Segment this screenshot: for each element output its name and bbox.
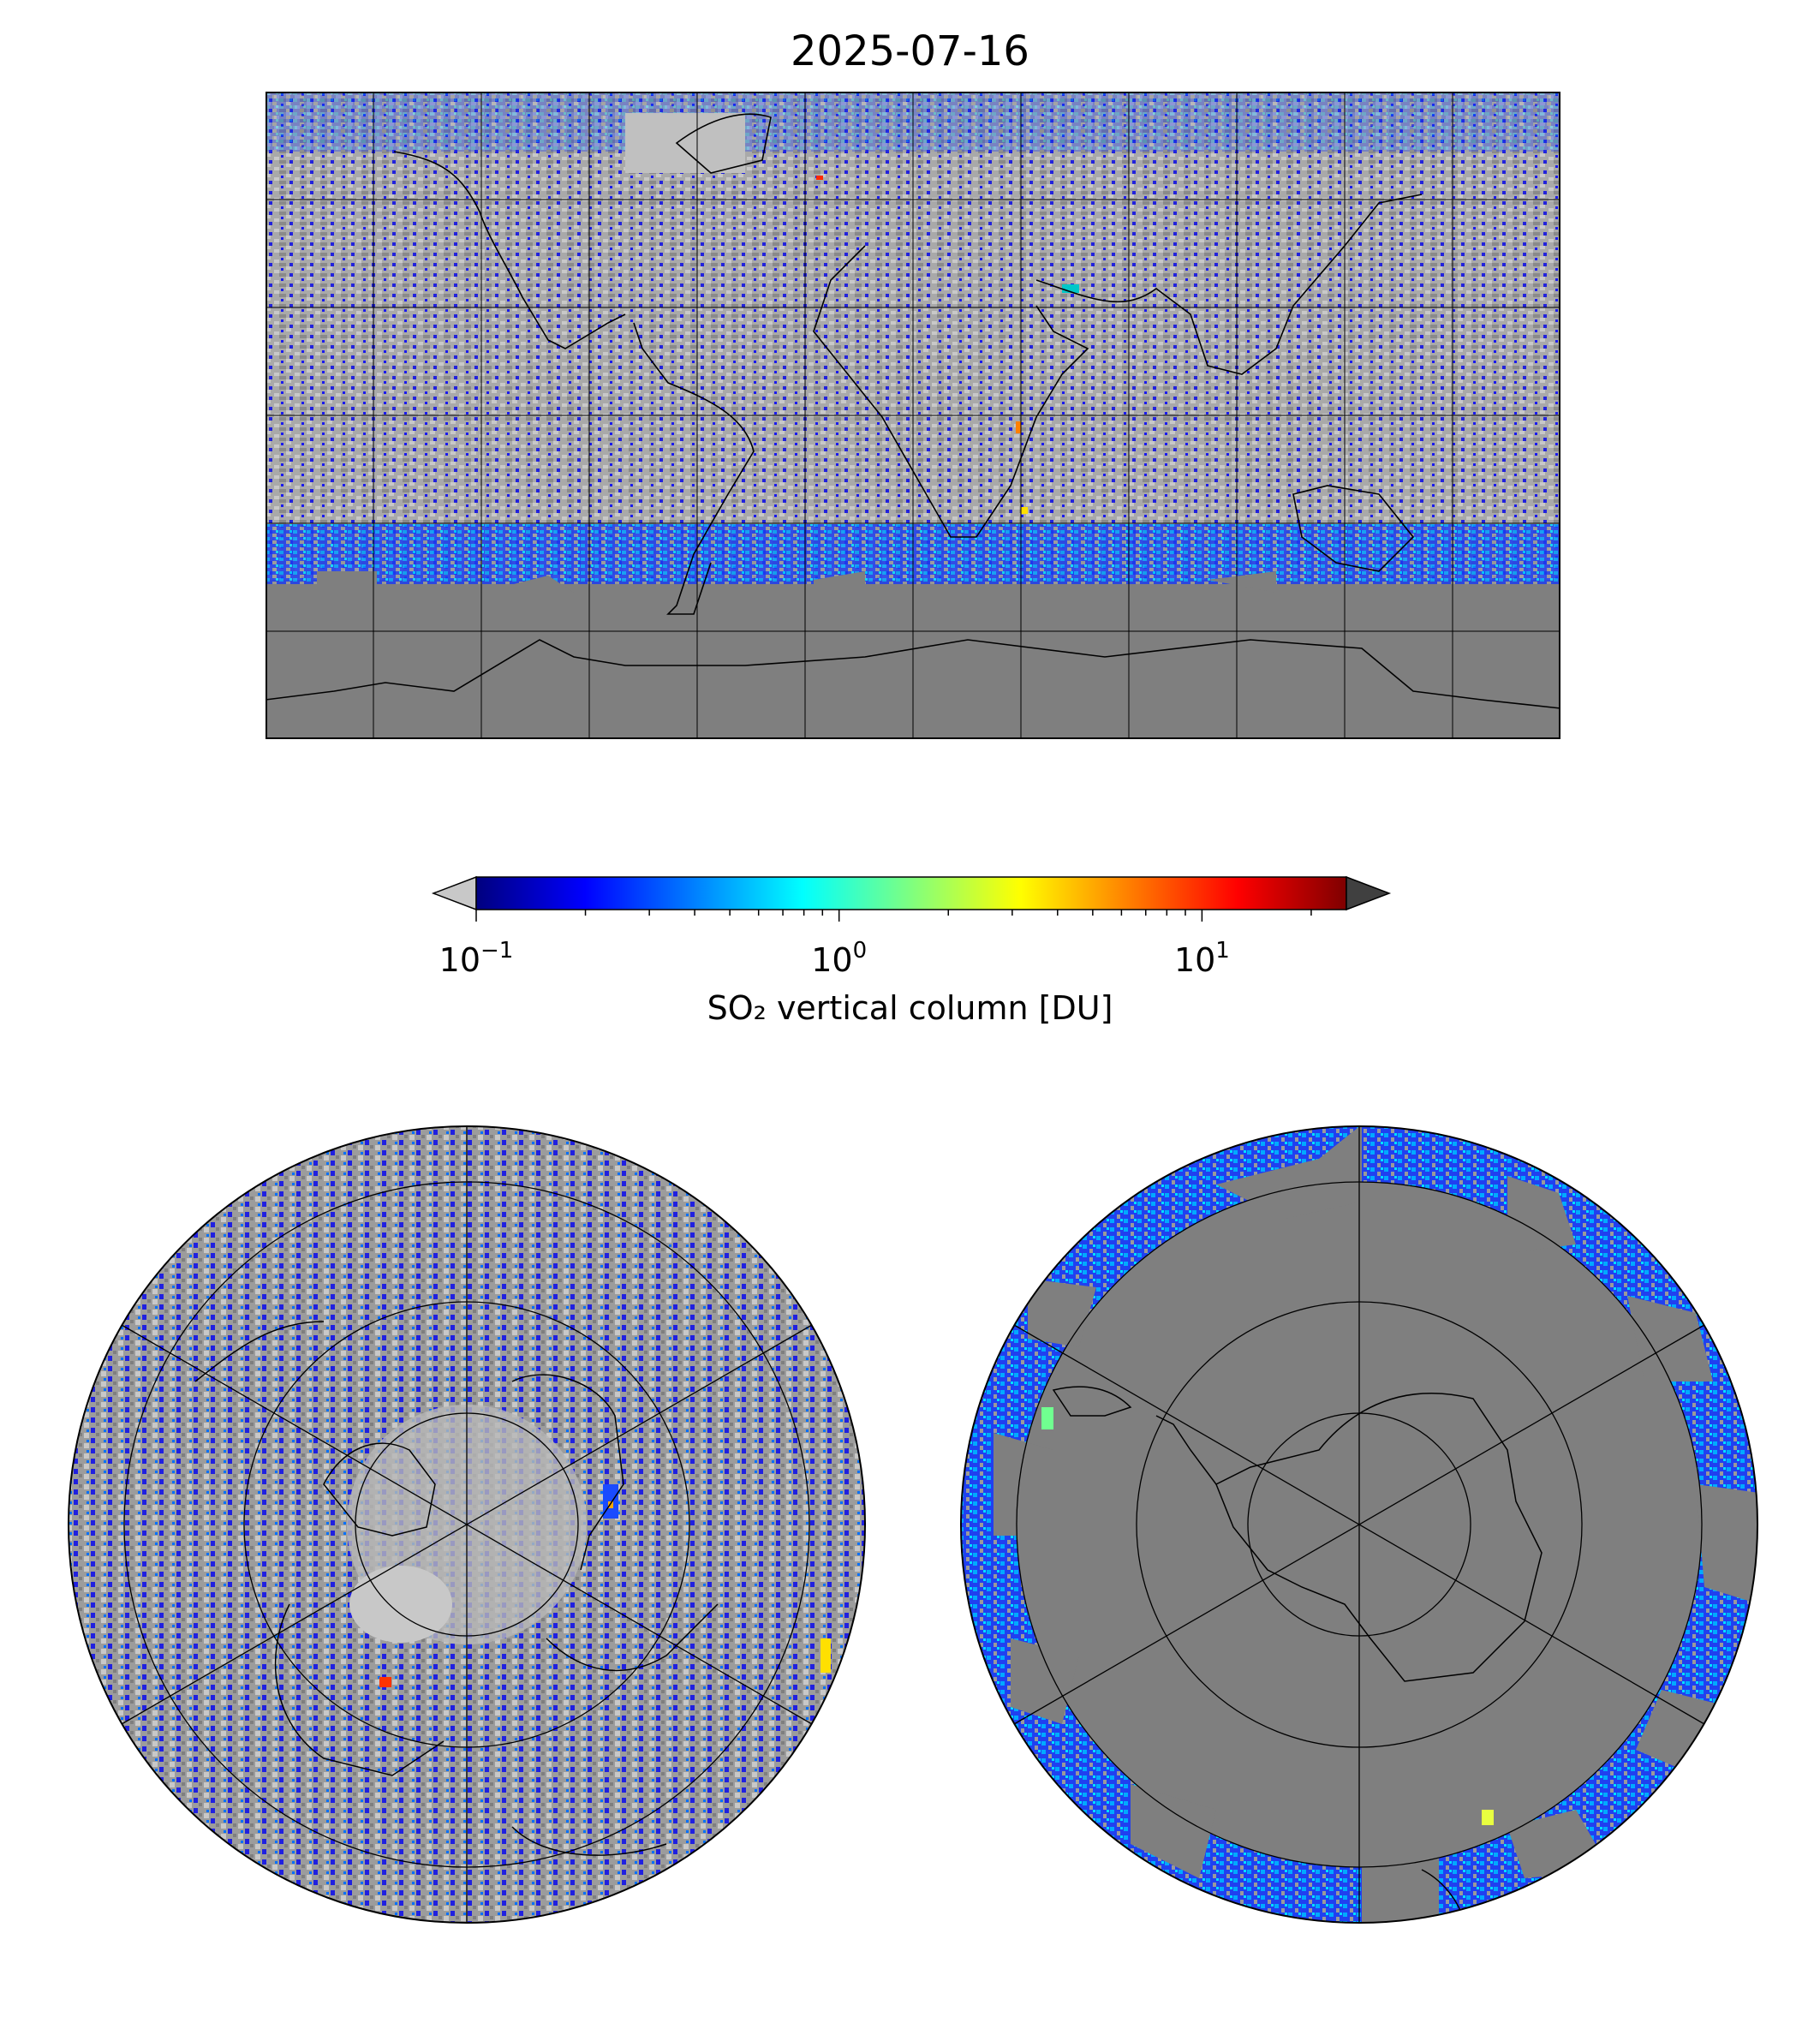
tick-base: 10 (439, 941, 481, 979)
colorbar-tick-label: 10−1 (439, 938, 514, 979)
figure-title: 2025-07-16 (791, 27, 1029, 75)
colorbar-tick-label: 101 (1174, 938, 1230, 979)
tick-base: 10 (1173, 941, 1216, 979)
colorbar (431, 875, 1392, 922)
world-map (266, 92, 1560, 739)
colorbar-label: SO₂ vertical column [DU] (707, 989, 1113, 1027)
tick-exponent: 1 (1215, 938, 1230, 964)
colorbar-over-arrow (1346, 875, 1392, 911)
tick-base: 10 (811, 941, 853, 979)
south-polar-map (960, 1125, 1758, 1924)
north-polar-map (68, 1125, 866, 1924)
colorbar-under-arrow (431, 875, 477, 911)
tick-exponent: 0 (852, 938, 868, 964)
colorbar-tick-label: 100 (811, 938, 867, 979)
tick-exponent: −1 (480, 938, 514, 964)
colorbar-gradient (475, 876, 1347, 910)
